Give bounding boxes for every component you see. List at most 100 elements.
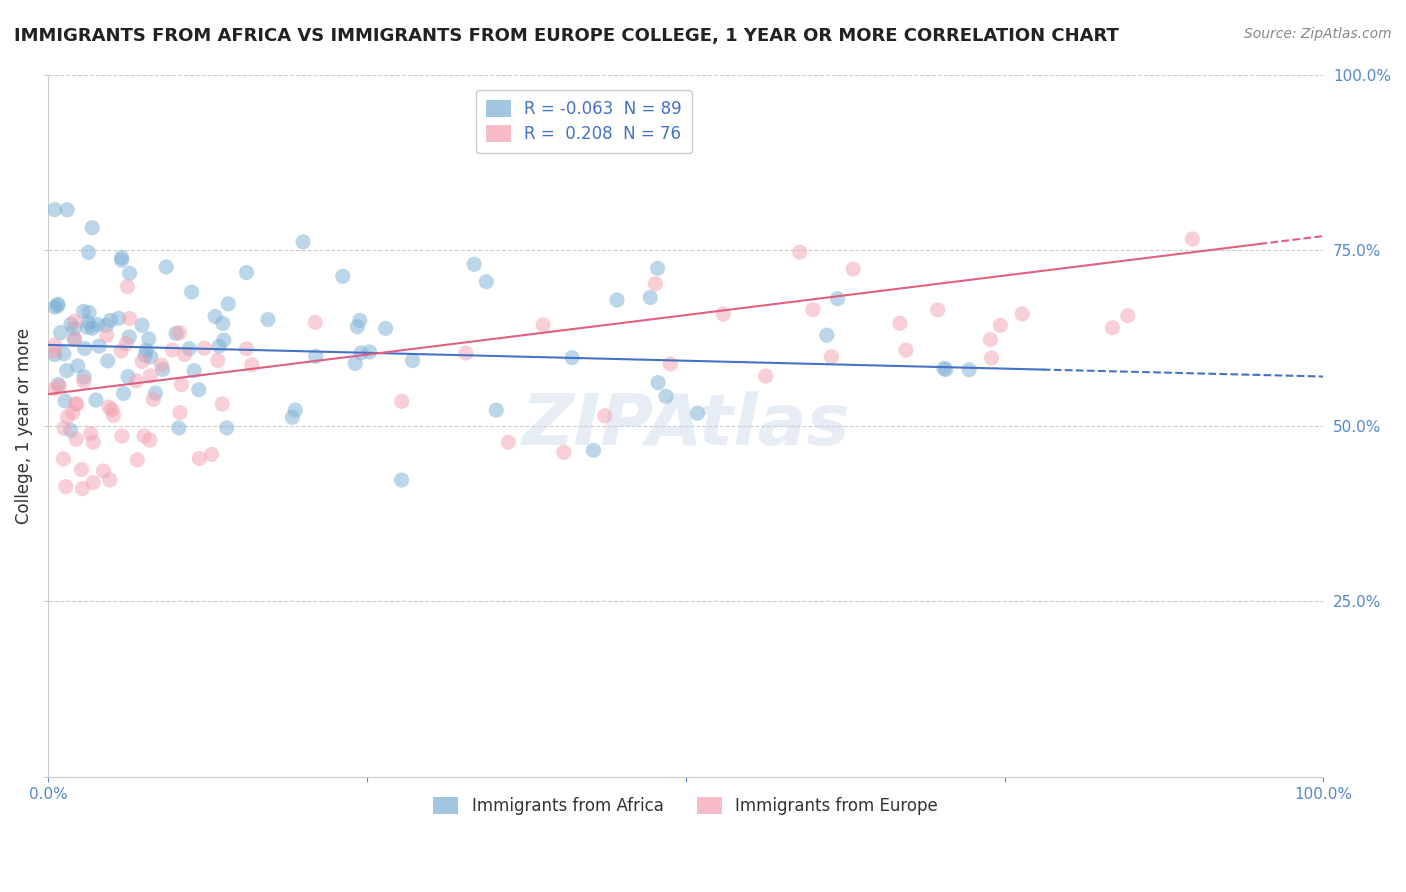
- Point: [979, 333, 1001, 347]
- Point: [1011, 307, 1033, 321]
- Point: [932, 361, 955, 376]
- Point: [139, 433, 162, 447]
- Point: [894, 343, 917, 358]
- Point: [789, 245, 811, 260]
- Point: [110, 253, 132, 268]
- Point: [531, 318, 554, 332]
- Point: [115, 336, 138, 351]
- Point: [97, 400, 120, 414]
- Point: [152, 362, 174, 376]
- Point: [155, 260, 177, 274]
- Point: [138, 332, 160, 346]
- Point: [211, 317, 233, 331]
- Point: [93, 464, 115, 478]
- Point: [498, 435, 520, 450]
- Point: [820, 350, 842, 364]
- Point: [145, 386, 167, 401]
- Point: [582, 443, 605, 458]
- Point: [110, 344, 132, 359]
- Point: [55, 479, 77, 493]
- Point: [167, 421, 190, 435]
- Point: [475, 275, 498, 289]
- Point: [169, 406, 191, 420]
- Point: [208, 339, 231, 353]
- Point: [162, 343, 184, 357]
- Point: [46, 377, 69, 392]
- Point: [117, 279, 139, 293]
- Point: [927, 302, 949, 317]
- Point: [211, 397, 233, 411]
- Text: IMMIGRANTS FROM AFRICA VS IMMIGRANTS FROM EUROPE COLLEGE, 1 YEAR OR MORE CORRELA: IMMIGRANTS FROM AFRICA VS IMMIGRANTS FRO…: [14, 27, 1119, 45]
- Point: [183, 364, 205, 378]
- Point: [56, 409, 79, 424]
- Point: [82, 321, 104, 335]
- Point: [169, 326, 191, 340]
- Point: [659, 357, 682, 371]
- Point: [304, 315, 326, 329]
- Point: [359, 345, 381, 359]
- Point: [644, 277, 666, 291]
- Point: [463, 257, 485, 271]
- Point: [142, 392, 165, 407]
- Point: [118, 266, 141, 280]
- Point: [686, 406, 709, 420]
- Point: [62, 406, 84, 420]
- Point: [44, 300, 66, 314]
- Point: [53, 394, 76, 409]
- Point: [84, 392, 107, 407]
- Point: [179, 342, 201, 356]
- Point: [112, 386, 135, 401]
- Point: [131, 318, 153, 333]
- Point: [66, 359, 89, 373]
- Point: [284, 403, 307, 417]
- Point: [1101, 320, 1123, 334]
- Point: [49, 326, 72, 340]
- Point: [73, 342, 96, 356]
- Point: [73, 369, 96, 384]
- Point: [139, 350, 162, 364]
- Point: [63, 314, 86, 328]
- Point: [86, 318, 108, 332]
- Point: [97, 354, 120, 368]
- Point: [77, 305, 100, 319]
- Point: [257, 312, 280, 326]
- Point: [127, 453, 149, 467]
- Point: [815, 328, 838, 343]
- Point: [281, 410, 304, 425]
- Point: [292, 235, 315, 249]
- Y-axis label: College, 1 year or more: College, 1 year or more: [15, 327, 32, 524]
- Point: [180, 285, 202, 299]
- Point: [100, 313, 122, 327]
- Point: [111, 429, 134, 443]
- Point: [454, 346, 477, 360]
- Point: [52, 451, 75, 466]
- Point: [212, 333, 235, 347]
- Point: [72, 482, 94, 496]
- Point: [593, 409, 616, 423]
- Point: [96, 318, 118, 333]
- Point: [111, 251, 134, 265]
- Point: [56, 202, 79, 217]
- Point: [647, 261, 669, 276]
- Point: [131, 354, 153, 368]
- Point: [46, 299, 69, 313]
- Point: [207, 353, 229, 368]
- Point: [44, 344, 66, 359]
- Point: [391, 473, 413, 487]
- Point: [889, 316, 911, 330]
- Point: [346, 319, 368, 334]
- Point: [76, 320, 98, 334]
- Text: ZIPAtlas: ZIPAtlas: [522, 392, 851, 460]
- Point: [193, 341, 215, 355]
- Point: [711, 307, 734, 321]
- Point: [77, 316, 100, 330]
- Point: [561, 351, 583, 365]
- Point: [485, 403, 508, 417]
- Point: [65, 432, 87, 446]
- Point: [44, 382, 66, 396]
- Point: [349, 313, 371, 327]
- Point: [125, 374, 148, 388]
- Point: [98, 473, 121, 487]
- Point: [87, 339, 110, 353]
- Point: [240, 358, 263, 372]
